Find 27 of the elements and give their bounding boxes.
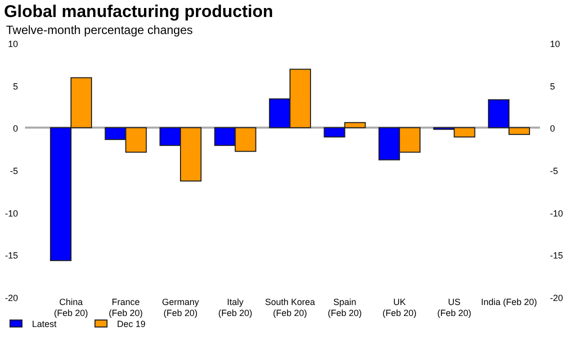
y-tick-label: 5 — [12, 81, 18, 92]
chart-subtitle: Twelve-month percentage changes — [6, 23, 193, 37]
legend-label: Latest — [32, 319, 58, 329]
x-tick-label: Spain (Feb 20) — [328, 297, 362, 318]
y2-tick-label: 10 — [550, 39, 560, 49]
y2-tick-label: -10 — [550, 208, 564, 218]
y-tick-label: 0 — [12, 124, 18, 134]
y2-tick-label: 5 — [550, 81, 556, 92]
x-tick-label: South Korea (Feb 20) — [264, 297, 316, 318]
y2-tick-label: 0 — [550, 124, 556, 134]
y2-tick-label: -15 — [550, 250, 564, 261]
chart-title: Global manufacturing production — [4, 2, 274, 21]
y-tick-label: -10 — [4, 208, 18, 218]
x-tick-label: Germany (Feb 20) — [162, 297, 200, 318]
x-tick-label: US (Feb 20) — [437, 297, 472, 318]
y-tick-label: -15 — [4, 250, 18, 261]
y2-tick-label: -20 — [550, 293, 564, 303]
x-tick-label: India (Feb 20) — [480, 297, 538, 307]
x-tick-label: France (Feb 20) — [108, 297, 143, 318]
x-tick-label: Italy (Feb 20) — [218, 297, 252, 318]
x-tick-label: UK (Feb 20) — [382, 297, 417, 318]
x-tick-label: China (Feb 20) — [54, 297, 88, 318]
y-tick-label: -20 — [4, 293, 18, 303]
y2-tick-label: -5 — [550, 166, 558, 176]
legend-label: Dec 19 — [117, 319, 146, 329]
y-tick-label: -5 — [10, 166, 18, 176]
y-tick-label: 10 — [8, 39, 18, 49]
